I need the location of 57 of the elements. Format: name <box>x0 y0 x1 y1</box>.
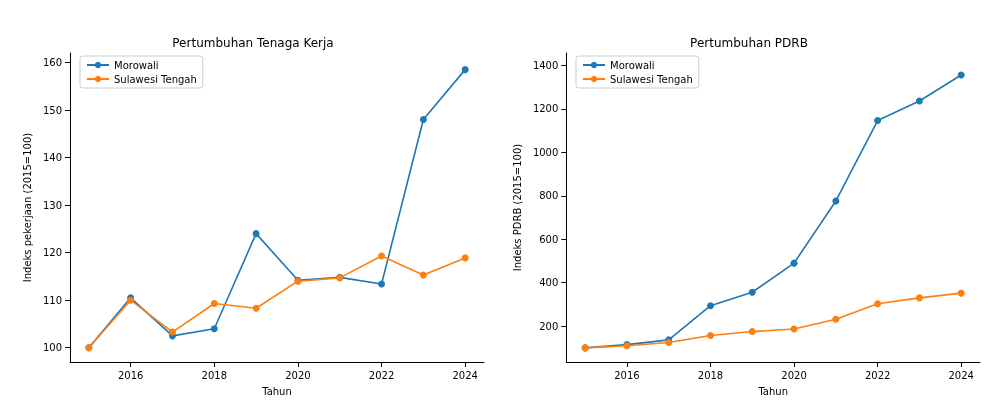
legend-label: Sulawesi Tengah <box>610 73 693 85</box>
point <box>832 197 840 205</box>
y-tick-label: 120 <box>42 247 62 259</box>
point <box>378 252 386 260</box>
x-tick-label: 2022 <box>864 369 891 381</box>
point <box>915 294 923 302</box>
point <box>957 289 965 297</box>
y-tick-label: 600 <box>539 233 559 245</box>
x-tick-label: 2024 <box>948 369 974 381</box>
y-tick-label: 130 <box>42 199 62 211</box>
chart-title: Pertumbuhan Tenaga Kerja <box>172 36 334 50</box>
point <box>874 117 882 125</box>
x-tick-label: 2020 <box>781 369 807 381</box>
x-tick-label: 2024 <box>452 369 478 381</box>
point <box>461 66 469 74</box>
y-tick-label: 200 <box>539 320 559 332</box>
chart-title: Pertumbuhan PDRB <box>690 36 808 50</box>
point <box>874 300 882 308</box>
x-tick-label: 2016 <box>117 369 144 381</box>
point <box>210 300 218 308</box>
point <box>707 331 714 339</box>
y-tick-label: 100 <box>42 342 62 354</box>
legend-label: Morowali <box>610 59 655 71</box>
point <box>707 302 714 310</box>
point <box>832 315 840 323</box>
point <box>957 71 965 79</box>
point <box>748 288 756 296</box>
x-tick-label: 2022 <box>368 369 395 381</box>
point <box>378 280 386 288</box>
point <box>419 116 427 124</box>
y-tick-label: 1200 <box>532 103 559 115</box>
point <box>748 328 756 336</box>
y-tick-label: 1400 <box>532 59 559 71</box>
x-axis-title: Tahun <box>757 385 788 397</box>
point <box>915 97 923 105</box>
point <box>461 254 469 262</box>
x-tick-label: 2018 <box>201 369 227 381</box>
point <box>419 271 427 279</box>
y-tick-label: 160 <box>42 57 62 69</box>
x-tick-label: 2016 <box>614 369 640 381</box>
x-tick-label: 2018 <box>697 369 724 381</box>
y-tick-label: 150 <box>42 104 62 116</box>
y-tick-label: 400 <box>539 277 559 289</box>
point <box>252 230 260 238</box>
y-axis-title: Indeks pekerjaan (2015=100) <box>21 132 33 283</box>
point <box>168 328 176 336</box>
y-axis-title: Indeks PDRB (2015=100) <box>511 143 523 272</box>
legend-label: Morowali <box>114 59 159 71</box>
x-axis-title: Tahun <box>261 385 292 397</box>
x-tick-label: 2020 <box>285 369 311 381</box>
point <box>210 325 218 333</box>
legend-label: Sulawesi Tengah <box>114 73 197 85</box>
y-tick-label: 140 <box>42 152 62 164</box>
point <box>252 304 260 312</box>
y-tick-label: 1000 <box>532 146 559 158</box>
y-tick-label: 110 <box>42 294 62 306</box>
y-tick-label: 800 <box>539 190 559 202</box>
